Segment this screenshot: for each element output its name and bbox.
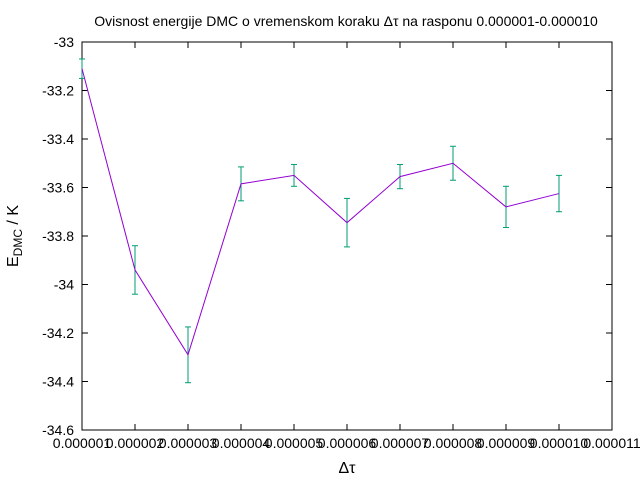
y-tick-label: -33.2 [42, 83, 74, 99]
plot-frame [81, 41, 613, 431]
y-tick-label: -33.4 [42, 131, 74, 147]
y-axis-label: EDMC / K [5, 205, 25, 267]
y-tick-label: -34.4 [42, 374, 74, 390]
y-tick-label: -34 [54, 277, 74, 293]
y-tick-label: -33.6 [42, 180, 74, 196]
x-tick-label: 0.000001 [53, 435, 112, 451]
x-tick-label: 0.000011 [583, 435, 640, 451]
x-axis-label: Δτ [338, 460, 356, 477]
x-axis: 0.0000010.0000020.0000030.0000040.000005… [53, 42, 640, 451]
series [81, 68, 560, 357]
y-axis-label-main: E [5, 256, 22, 267]
x-tick-label: 0.000005 [265, 435, 324, 451]
error-bars [79, 58, 562, 384]
chart-title: Ovisnost energije DMC o vremenskom korak… [94, 13, 598, 29]
x-tick-label: 0.000008 [424, 435, 483, 451]
y-tick-label: -33 [54, 34, 74, 50]
y-tick-label: -34.2 [42, 325, 74, 341]
x-tick-label: 0.000006 [318, 435, 377, 451]
x-tick-label: 0.000004 [212, 435, 271, 451]
y-tick-label: -34.6 [42, 422, 74, 438]
y-tick-label: -33.8 [42, 228, 74, 244]
y-axis: -33 -33.2 -33.4 -33.6 -33.8 -34 -34.2 -34.4 -34.… [42, 34, 612, 438]
y-axis-label-sub: DMC [11, 229, 25, 257]
y-axis-label-tail: / K [5, 205, 22, 229]
x-tick-label: 0.000002 [106, 435, 165, 451]
x-tick-label: 0.000009 [477, 435, 536, 451]
x-tick-label: 0.000007 [371, 435, 430, 451]
x-tick-label: 0.000003 [159, 435, 218, 451]
series-line [81, 68, 560, 357]
x-tick-label: 0.000010 [530, 435, 589, 451]
